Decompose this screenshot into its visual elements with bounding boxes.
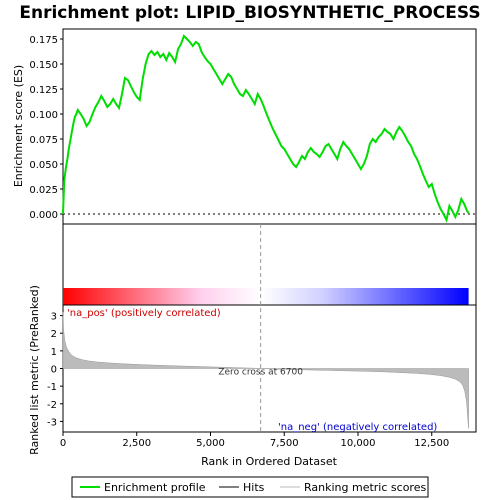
x-tick-label: 10,000: [341, 438, 376, 449]
es-y-tick-label: 0.075: [29, 135, 58, 146]
metric-y-tick-label: -2: [47, 400, 57, 411]
es-y-axis-label: Enrichment score (ES): [12, 65, 25, 187]
enrichment-profile-line: [62, 34, 470, 224]
x-tick-label: 2,500: [122, 438, 151, 449]
metric-y-tick-label: 3: [51, 312, 57, 323]
metric-y-tick-label: -1: [47, 382, 57, 393]
metric-y-axis-label: Ranked list metric (PreRanked): [28, 285, 41, 455]
neg-corr-label: 'na_neg' (negatively correlated): [278, 422, 437, 433]
es-y-tick-label: 0.150: [29, 60, 58, 71]
x-tick-label: 5,000: [196, 438, 225, 449]
es-y-tick-label: 0.025: [29, 185, 58, 196]
es-y-tick-label: 0.175: [29, 35, 58, 46]
legend-enrichment-label: Enrichment profile: [104, 481, 206, 494]
legend-metric-label: Ranking metric scores: [304, 481, 426, 494]
x-axis-label: Rank in Ordered Dataset: [201, 455, 338, 468]
chart-title: Enrichment plot: LIPID_BIOSYNTHETIC_PROC…: [19, 3, 480, 23]
es-panel-y-ticks: 0.000 0.025 0.050 0.075 0.100 0.125 0.150 0.175: [29, 35, 63, 221]
es-y-tick-label: 0.000: [29, 210, 58, 221]
x-tick-label: 7,500: [270, 438, 299, 449]
metric-y-tick-label: 2: [51, 329, 57, 340]
ranking-metric-area: [62, 312, 469, 429]
pos-corr-label: 'na_pos' (positively correlated): [67, 308, 221, 319]
es-y-tick-label: 0.100: [29, 110, 58, 121]
es-y-tick-label: 0.050: [29, 160, 58, 171]
x-axis-ticks: 0 2,500 5,000 7,500 10,000 12,500: [60, 432, 449, 449]
metric-y-tick-label: 0: [51, 365, 57, 376]
es-panel-frame: [62, 28, 477, 225]
zero-cross-label: Zero cross at 6700: [218, 368, 303, 378]
legend-box: [71, 476, 429, 498]
metric-y-tick-label: -3: [47, 417, 57, 428]
rank-colorbar: [63, 288, 469, 305]
metric-panel-y-ticks: -3 -2 -1 0 1 2 3: [47, 312, 63, 428]
x-tick-label: 0: [60, 438, 66, 449]
metric-y-tick-label: 1: [51, 347, 57, 358]
x-tick-label: 12,500: [414, 438, 449, 449]
es-y-tick-label: 0.125: [29, 85, 58, 96]
legend-hits-label: Hits: [243, 481, 265, 494]
